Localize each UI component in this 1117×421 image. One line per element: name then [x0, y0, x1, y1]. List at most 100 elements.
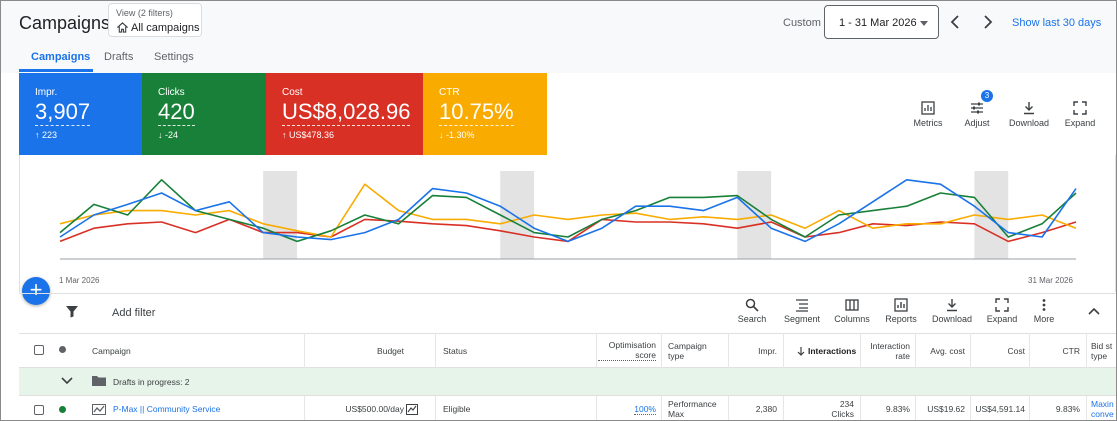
reports-icon	[894, 298, 908, 312]
download-label: Download	[1008, 118, 1050, 128]
tab-campaigns[interactable]: Campaigns	[31, 51, 91, 63]
metrics-icon	[921, 101, 935, 115]
adjust-count-badge: 3	[981, 90, 993, 102]
chevron-up-icon[interactable]	[1088, 306, 1100, 316]
header-campaign-type[interactable]: Campaign type	[668, 340, 707, 361]
download-label: Download	[931, 314, 973, 324]
metric-name: Cost	[282, 87, 303, 98]
chart-download-button[interactable]: Download	[1006, 101, 1052, 128]
expand-icon	[995, 298, 1009, 312]
metric-delta: ↑ 223	[35, 130, 58, 140]
create-button[interactable]: +	[22, 277, 50, 305]
metric-value: 10.75%	[439, 99, 514, 126]
header-cost[interactable]: Cost	[1007, 345, 1025, 356]
more-label: More	[1033, 314, 1055, 324]
interactions-value: 234 Clicks	[797, 396, 854, 420]
header-interactions[interactable]: Interactions	[797, 333, 859, 368]
x-axis-end-label: 31 Mar 2026	[1028, 276, 1073, 285]
adjust-label: Adjust	[964, 118, 990, 128]
previous-period-button[interactable]	[947, 13, 963, 31]
avg-cost-value: US$19.62	[927, 404, 965, 414]
optimisation-score-value: 100%	[634, 403, 656, 415]
header-budget[interactable]: Budget	[377, 345, 404, 356]
table-download-button[interactable]: Download	[928, 298, 976, 324]
more-button[interactable]: More	[1020, 298, 1068, 324]
add-filter-button[interactable]: Add filter	[112, 307, 156, 319]
chevron-right-icon	[984, 15, 993, 29]
performance-chart-svg	[59, 171, 1077, 260]
segment-label: Segment	[783, 314, 821, 324]
header-interaction-rate[interactable]: Interaction rate	[870, 340, 910, 361]
drafts-group-row[interactable]	[19, 368, 1116, 396]
tune-icon	[971, 102, 983, 114]
table-header	[19, 333, 1116, 368]
metric-value: 3,907	[35, 99, 91, 126]
metric-card-ctr[interactable]: CTR 10.75% ↓ -1.30%	[423, 73, 547, 155]
adjust-button[interactable]: Adjust	[954, 101, 1000, 128]
row-checkbox[interactable]	[34, 405, 44, 415]
metric-name: Impr.	[35, 87, 58, 98]
next-period-button[interactable]	[980, 13, 996, 31]
expand-icon	[1073, 101, 1087, 115]
status-dot-header	[59, 346, 66, 353]
series-line-impressions	[59, 178, 1077, 243]
view-filters-label: View (2 filters)	[116, 8, 173, 18]
metric-name: Clicks	[158, 87, 185, 98]
metric-name: CTR	[439, 87, 460, 98]
metric-card-impressions[interactable]: Impr. 3,907 ↑ 223	[19, 73, 142, 155]
interactions-unit: Clicks	[831, 409, 854, 419]
download-icon	[947, 299, 957, 312]
reports-button[interactable]: Reports	[877, 298, 925, 324]
date-range-text: 1 - 31 Mar 2026	[839, 17, 917, 29]
drafts-in-progress-label: Drafts in progress: 2	[113, 377, 190, 387]
series-line-clicks	[59, 178, 1077, 243]
metric-delta: ↓ -24	[158, 130, 179, 140]
header-campaign[interactable]: Campaign	[92, 345, 131, 356]
filter-icon[interactable]	[65, 305, 79, 318]
arrow-down-icon	[797, 346, 805, 356]
select-all-checkbox[interactable]	[34, 345, 44, 355]
metric-value: US$8,028.96	[282, 99, 411, 126]
status-dot-enabled[interactable]	[59, 406, 66, 413]
optimisation-score-link[interactable]: 100%	[598, 396, 656, 420]
header-avg-cost[interactable]: Avg. cost	[930, 345, 965, 356]
segment-button[interactable]: Segment	[778, 298, 826, 324]
view-selector[interactable]: View (2 filters) All campaigns	[108, 3, 202, 37]
tab-settings[interactable]: Settings	[154, 51, 194, 63]
show-last-30-days-link[interactable]: Show last 30 days	[1012, 17, 1102, 29]
plus-icon: +	[29, 277, 43, 302]
home-icon	[117, 22, 128, 33]
search-label: Search	[737, 314, 767, 324]
chevron-down-icon[interactable]	[61, 377, 73, 385]
budget-trend-icon[interactable]	[406, 404, 418, 415]
columns-label: Columns	[834, 314, 870, 324]
header-status[interactable]: Status	[443, 345, 468, 356]
header-ctr[interactable]: CTR	[1062, 345, 1080, 356]
download-icon	[1024, 102, 1034, 115]
chart-expand-button[interactable]: Expand	[1057, 101, 1103, 128]
weekend-band	[263, 171, 298, 259]
metric-card-cost[interactable]: Cost US$8,028.96 ↑ US$478.36	[266, 73, 423, 155]
header-bid-strategy-type[interactable]: Bid st type	[1091, 340, 1113, 361]
header-optimisation-score[interactable]: Optimisation score	[598, 333, 656, 368]
cost-value: US$4,591.14	[975, 404, 1025, 414]
date-range-picker[interactable]: 1 - 31 Mar 2026	[824, 5, 939, 39]
campaign-name-link[interactable]: P-Max || Community Service	[113, 404, 221, 414]
x-axis-start-label: 1 Mar 2026	[59, 276, 100, 285]
table-expand-button[interactable]: Expand	[978, 298, 1026, 324]
bid-strategy-link[interactable]: Maxin conve	[1091, 399, 1114, 419]
weekend-band	[500, 171, 535, 259]
expand-label: Expand	[1064, 118, 1096, 128]
metric-card-clicks[interactable]: Clicks 420 ↓ -24	[142, 73, 266, 155]
header-impressions[interactable]: Impr.	[758, 345, 777, 356]
metrics-button[interactable]: Metrics	[905, 101, 951, 128]
impressions-value: 2,380	[755, 404, 777, 414]
table-toolbar	[19, 293, 1116, 333]
interactions-label: Interactions	[808, 345, 857, 356]
folder-icon	[92, 376, 106, 386]
search-button[interactable]: Search	[728, 298, 776, 324]
tab-drafts[interactable]: Drafts	[104, 51, 134, 63]
custom-label: Custom	[783, 17, 821, 29]
columns-button[interactable]: Columns	[828, 298, 876, 324]
